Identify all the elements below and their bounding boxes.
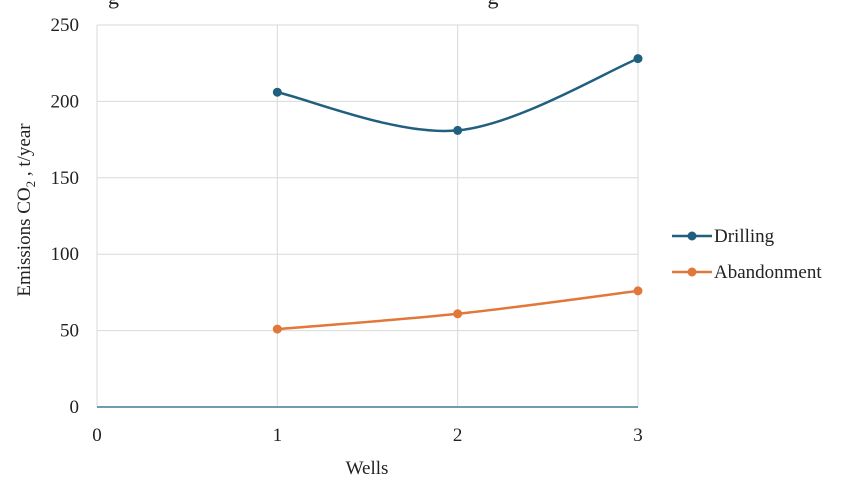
grid-lines: [96, 24, 639, 408]
y-axis-title-subscript: 2: [23, 181, 38, 188]
drilling-data-point: [453, 125, 463, 135]
y-axis-tick-labels: 0 50 100 150 200 250: [51, 15, 80, 418]
y-axis-title-suffix: , t/year: [14, 123, 35, 181]
series-lines: [272, 54, 643, 334]
abandonment-data-point: [272, 324, 282, 334]
abandonment-legend-marker: [687, 267, 697, 277]
drilling-legend-label: Drilling: [714, 226, 775, 247]
legend: Drilling Abandonment: [672, 226, 822, 283]
x-axis-title: Wells: [346, 458, 389, 478]
abandonment-legend-label: Abandonment: [714, 262, 822, 283]
y-tick-label: 50: [60, 321, 79, 342]
y-axis-title: Emissions CO2 , t/year: [14, 123, 38, 297]
abandonment-data-point: [453, 309, 463, 319]
x-tick-label: 1: [273, 425, 283, 446]
y-tick-label: 100: [51, 244, 80, 265]
x-tick-label: 0: [92, 425, 102, 446]
y-tick-label: 150: [51, 168, 80, 189]
drilling-legend-marker: [687, 231, 697, 241]
y-tick-label: 0: [70, 397, 80, 418]
x-tick-label: 3: [633, 425, 643, 446]
x-tick-label: 2: [453, 425, 463, 446]
abandonment-data-point: [633, 286, 643, 296]
header-text-fragment: g g: [108, 0, 499, 9]
drilling-data-point: [633, 54, 643, 64]
drilling-data-point: [272, 87, 282, 97]
x-axis-tick-labels: 0 1 2 3: [92, 425, 643, 446]
y-tick-label: 200: [51, 91, 80, 112]
y-axis-title-prefix: Emissions CO: [14, 187, 35, 296]
y-tick-label: 250: [51, 15, 80, 36]
